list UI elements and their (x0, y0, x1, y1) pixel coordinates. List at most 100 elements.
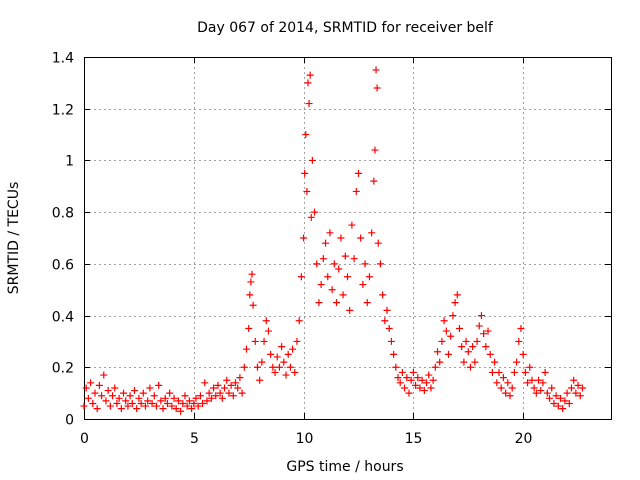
grid-layer (84, 57, 611, 419)
data-point-plus (242, 345, 250, 353)
data-point-plus (295, 317, 303, 325)
data-point-plus (434, 348, 442, 356)
data-point-plus (289, 345, 297, 353)
data-point-plus (339, 291, 347, 299)
data-point-plus (537, 387, 545, 395)
x-tick-label: 15 (405, 431, 423, 447)
x-tick-label: 10 (296, 431, 314, 447)
data-point-plus (126, 392, 134, 400)
data-point-plus (275, 363, 283, 371)
data-point-plus (172, 405, 180, 413)
data-point-plus (363, 299, 371, 307)
data-point-plus (223, 376, 231, 384)
data-point-plus (341, 252, 349, 260)
data-point-plus (251, 337, 259, 345)
data-point-plus (337, 234, 345, 242)
data-point-plus (248, 270, 256, 278)
data-point-plus (179, 399, 187, 407)
data-point-plus (333, 299, 341, 307)
data-point-plus (346, 306, 354, 314)
data-point-plus (117, 405, 125, 413)
marks-layer (80, 66, 586, 415)
data-point-plus (412, 381, 420, 389)
data-point-plus (394, 374, 402, 382)
data-point-plus (306, 71, 314, 79)
data-point-plus (513, 358, 521, 366)
data-point-plus (214, 381, 222, 389)
data-point-plus (253, 363, 261, 371)
data-point-plus (436, 358, 444, 366)
data-point-plus (420, 387, 428, 395)
data-point-plus (264, 327, 272, 335)
data-point-plus (80, 402, 88, 410)
data-point-plus (442, 327, 450, 335)
data-point-plus (181, 392, 189, 400)
data-point-plus (267, 350, 275, 358)
data-point-plus (429, 376, 437, 384)
data-point-plus (515, 337, 523, 345)
data-point-plus (567, 384, 575, 392)
data-point-plus (238, 389, 246, 397)
data-point-plus (100, 371, 108, 379)
data-point-plus (510, 368, 518, 376)
data-point-plus (383, 306, 391, 314)
data-point-plus (300, 234, 308, 242)
y-tick-label: 0.6 (52, 258, 74, 274)
data-point-plus (280, 358, 288, 366)
data-point-plus (163, 399, 171, 407)
data-point-plus (212, 392, 220, 400)
data-point-plus (302, 131, 310, 139)
data-point-plus (401, 384, 409, 392)
data-point-plus (532, 389, 540, 397)
data-point-plus (570, 376, 578, 384)
data-point-plus (554, 402, 562, 410)
data-point-plus (137, 399, 145, 407)
data-point-plus (240, 363, 248, 371)
data-point-plus (517, 325, 525, 332)
data-point-plus (381, 317, 389, 325)
data-point-plus (150, 392, 158, 400)
y-tick-label: 0.2 (52, 361, 74, 377)
x-axis-label: GPS time / hours (286, 459, 403, 475)
data-point-plus (530, 384, 538, 392)
data-point-plus (370, 177, 378, 185)
data-point-plus (98, 392, 106, 400)
data-point-plus (234, 384, 242, 392)
data-point-plus (552, 392, 560, 400)
data-point-plus (174, 397, 182, 405)
data-point-plus (168, 402, 176, 410)
data-point-plus (486, 350, 494, 358)
data-point-plus (482, 343, 490, 351)
data-point-plus (548, 384, 556, 392)
data-point-plus (273, 353, 281, 361)
data-point-plus (256, 376, 264, 384)
data-point-plus (122, 397, 130, 405)
data-point-plus (177, 407, 185, 415)
data-point-plus (374, 239, 382, 247)
data-point-plus (471, 358, 479, 366)
data-point-plus (84, 394, 92, 402)
data-point-plus (229, 392, 237, 400)
data-point-plus (109, 392, 117, 400)
data-point-plus (497, 384, 505, 392)
data-point-plus (398, 368, 406, 376)
data-point-plus (455, 325, 463, 332)
data-point-plus (535, 376, 543, 384)
data-point-plus (484, 327, 492, 335)
data-point-plus (416, 384, 424, 392)
data-point-plus (365, 273, 373, 281)
data-point-plus (396, 379, 404, 387)
data-point-plus (403, 374, 411, 382)
data-point-plus (546, 394, 554, 402)
data-point-plus (95, 381, 103, 389)
data-point-plus (199, 399, 207, 407)
data-point-plus (354, 169, 362, 177)
data-point-plus (157, 397, 165, 405)
data-point-plus (305, 100, 313, 108)
data-point-plus (561, 397, 569, 405)
data-point-plus (319, 255, 327, 263)
data-point-plus (322, 239, 330, 247)
data-point-plus (466, 363, 474, 371)
data-point-plus (304, 79, 312, 87)
data-point-plus (269, 363, 277, 371)
